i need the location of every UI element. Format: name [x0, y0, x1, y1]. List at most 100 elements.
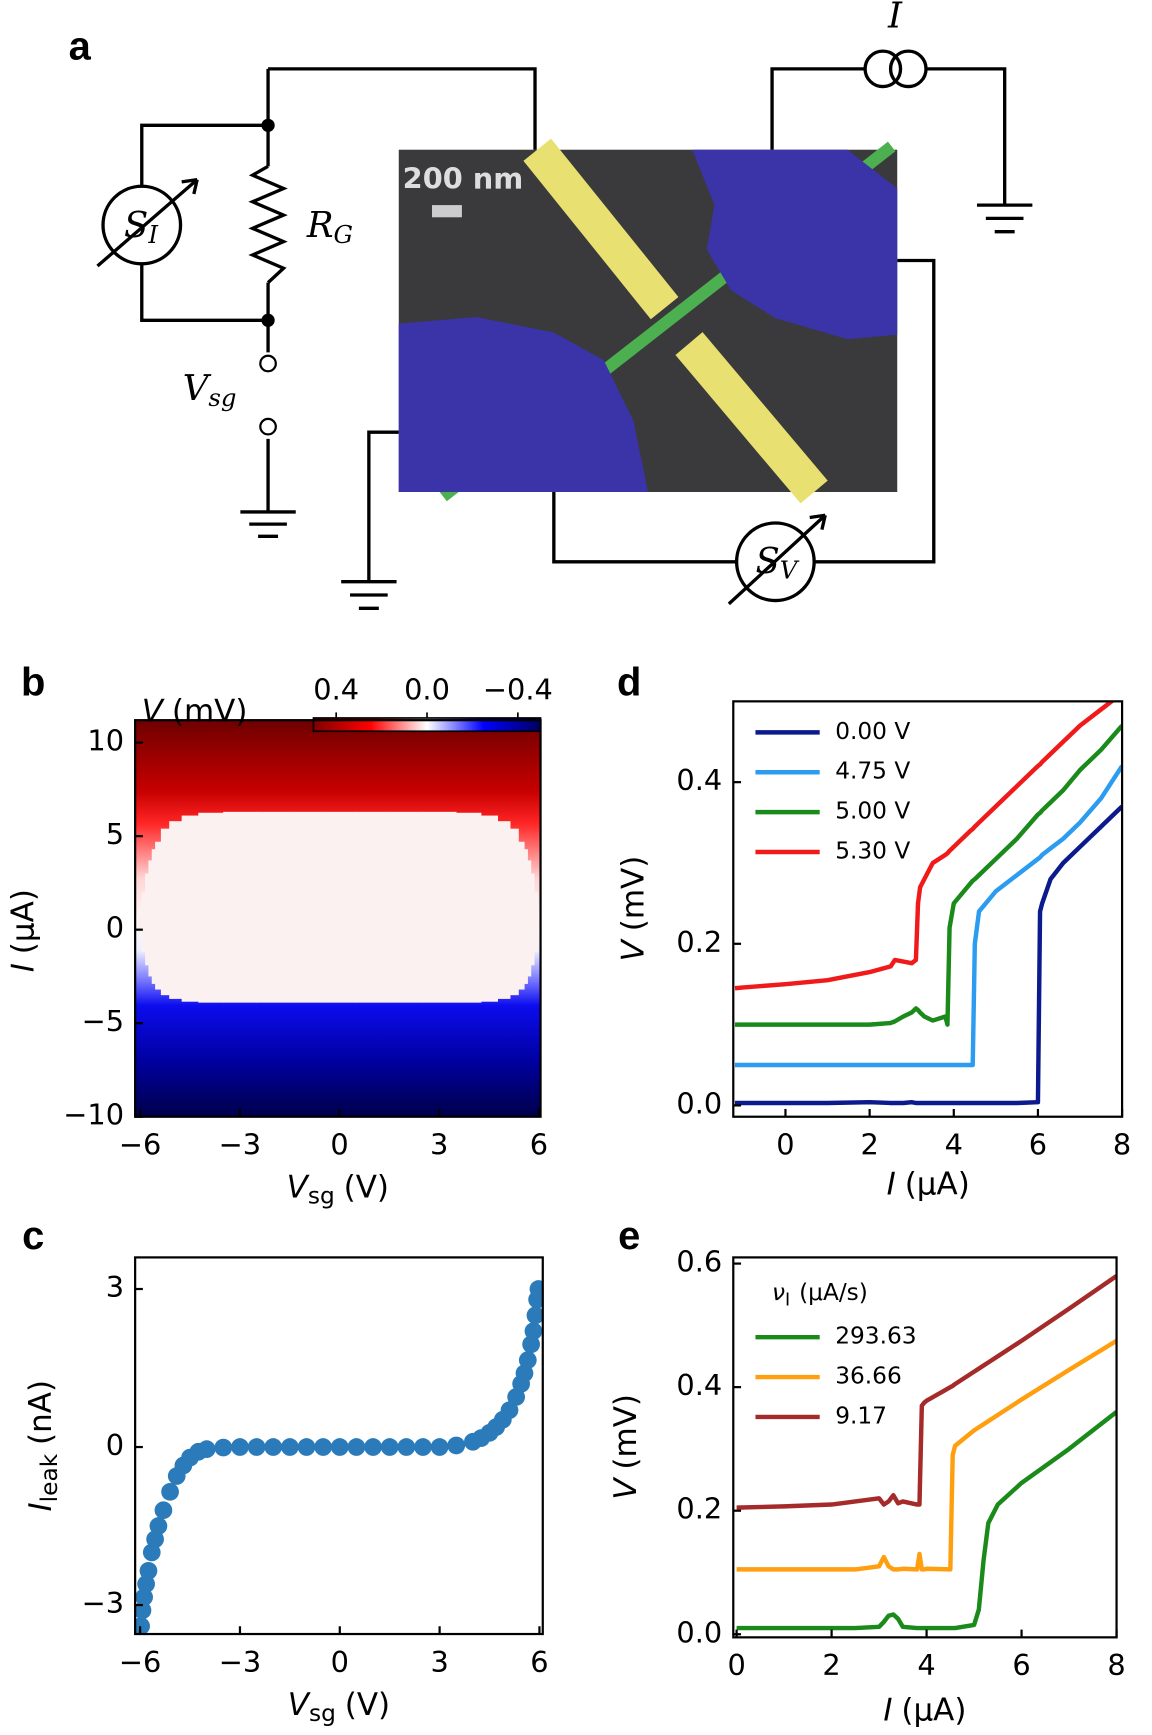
- x-tick-label: 0: [330, 1128, 348, 1162]
- symbol: V: [287, 1169, 311, 1205]
- superconducting-region: [160, 828, 170, 996]
- plot-area: [135, 1280, 543, 1635]
- x-axis-label: Vsg (V): [287, 1169, 389, 1209]
- y-tick-label: −3: [82, 1586, 124, 1620]
- meter-arrow: [96, 177, 199, 268]
- point: [149, 1517, 168, 1535]
- superconducting-region: [138, 914, 143, 936]
- data-line: [734, 764, 1123, 1068]
- ammeter-label: SI: [124, 205, 159, 249]
- superconducting-region: [530, 873, 535, 966]
- data-line: [736, 1338, 1117, 1572]
- superconducting-region: [480, 815, 499, 1002]
- colorbar-tick-label: 0.4: [313, 672, 359, 706]
- unit: (mV): [615, 856, 651, 932]
- symbol: I: [5, 963, 41, 972]
- terminal: [259, 417, 277, 436]
- unit: (V): [344, 1169, 389, 1205]
- superconducting-region: [537, 914, 541, 936]
- unit: (nA): [23, 1380, 59, 1445]
- meter-arrow: [727, 513, 827, 606]
- superconducting-region: [256, 811, 291, 1003]
- symbol: V: [288, 1687, 312, 1723]
- superconducting-region: [523, 849, 528, 984]
- node: [261, 313, 275, 327]
- x-tick-label: 6: [530, 1128, 548, 1162]
- y-tick-label: 0.4: [676, 1368, 722, 1402]
- superconducting-region: [497, 821, 511, 999]
- superconducting-region: [527, 860, 532, 977]
- x-axis-label: I (μA): [887, 1166, 970, 1202]
- superconducting-region: [289, 811, 324, 1003]
- colorbar-tick-label: 0.0: [404, 672, 450, 706]
- point: [139, 1561, 158, 1580]
- x-tick-label: 3: [430, 1128, 448, 1162]
- y-axis-label: V (mV): [607, 1394, 643, 1500]
- unit: (μA): [901, 1692, 966, 1728]
- voltmeter-label: SV: [755, 540, 799, 584]
- point: [214, 1438, 233, 1457]
- superconducting-region: [169, 821, 183, 999]
- symbol: I: [883, 1692, 892, 1728]
- colorbar-tick-label: −0.4: [483, 672, 553, 706]
- x-tick-label: −3: [219, 1128, 261, 1162]
- y-tick-label: 0.0: [676, 1086, 722, 1120]
- superconducting-region: [223, 811, 258, 1003]
- data-line: [736, 1274, 1117, 1510]
- point: [135, 1588, 153, 1607]
- sem-image: 200 nm: [398, 138, 898, 504]
- symbol: I: [887, 1166, 896, 1202]
- point: [314, 1438, 333, 1456]
- unit: (mV): [607, 1394, 643, 1470]
- gate-electrode: [675, 332, 828, 504]
- point: [297, 1438, 316, 1456]
- y-tick-label: 0.0: [676, 1615, 722, 1649]
- panel-label: a: [69, 24, 92, 68]
- scale-bar: [432, 205, 462, 218]
- x-tick-label: −6: [119, 1128, 161, 1162]
- superconducting-region: [155, 841, 162, 990]
- point: [522, 1335, 540, 1354]
- axes-frame: [732, 700, 1124, 1118]
- point: [161, 1482, 179, 1501]
- point: [197, 1440, 216, 1459]
- subscript: I: [785, 1291, 790, 1311]
- point: [364, 1438, 382, 1456]
- point: [231, 1438, 249, 1456]
- contact-pad: [692, 149, 898, 340]
- symbol: V: [615, 937, 651, 961]
- y-axis-label: Ileak (nA): [23, 1380, 63, 1512]
- legend-label: 9.17: [835, 1402, 887, 1429]
- legend-label: 4.75 V: [835, 758, 910, 785]
- x-tick-label: 2: [822, 1648, 840, 1682]
- subscript: I: [147, 220, 159, 249]
- x-tick-label: 4: [917, 1648, 935, 1682]
- current-source: [863, 49, 903, 89]
- plot-area: [734, 701, 1123, 1106]
- legend-label: 36.66: [835, 1363, 902, 1390]
- superconducting-region: [141, 892, 146, 953]
- symbol: I: [23, 1502, 59, 1511]
- legend-title: νI (μA/s): [772, 1278, 868, 1310]
- point: [414, 1438, 432, 1456]
- legend-label: 5.00 V: [835, 798, 910, 825]
- point: [518, 1351, 537, 1369]
- superconducting-region: [518, 841, 525, 990]
- subscript: sg: [309, 1699, 336, 1726]
- plot-area: [736, 1274, 1117, 1631]
- x-tick-label: 2: [860, 1128, 878, 1162]
- x-tick-label: 6: [1012, 1648, 1030, 1682]
- legend-label: 5.30 V: [835, 837, 910, 864]
- y-tick-label: 0.2: [676, 1492, 722, 1526]
- symbol: V: [607, 1476, 643, 1500]
- point: [281, 1438, 299, 1456]
- point: [154, 1501, 173, 1520]
- data-line: [734, 724, 1123, 1027]
- unit: (V): [345, 1687, 390, 1723]
- superconducting-region: [533, 892, 538, 953]
- colorbar-label: V (mV): [142, 693, 248, 729]
- subscript: sg: [308, 1182, 335, 1209]
- gate-voltage-label: Vsg: [183, 368, 237, 412]
- symbol: R: [306, 205, 334, 246]
